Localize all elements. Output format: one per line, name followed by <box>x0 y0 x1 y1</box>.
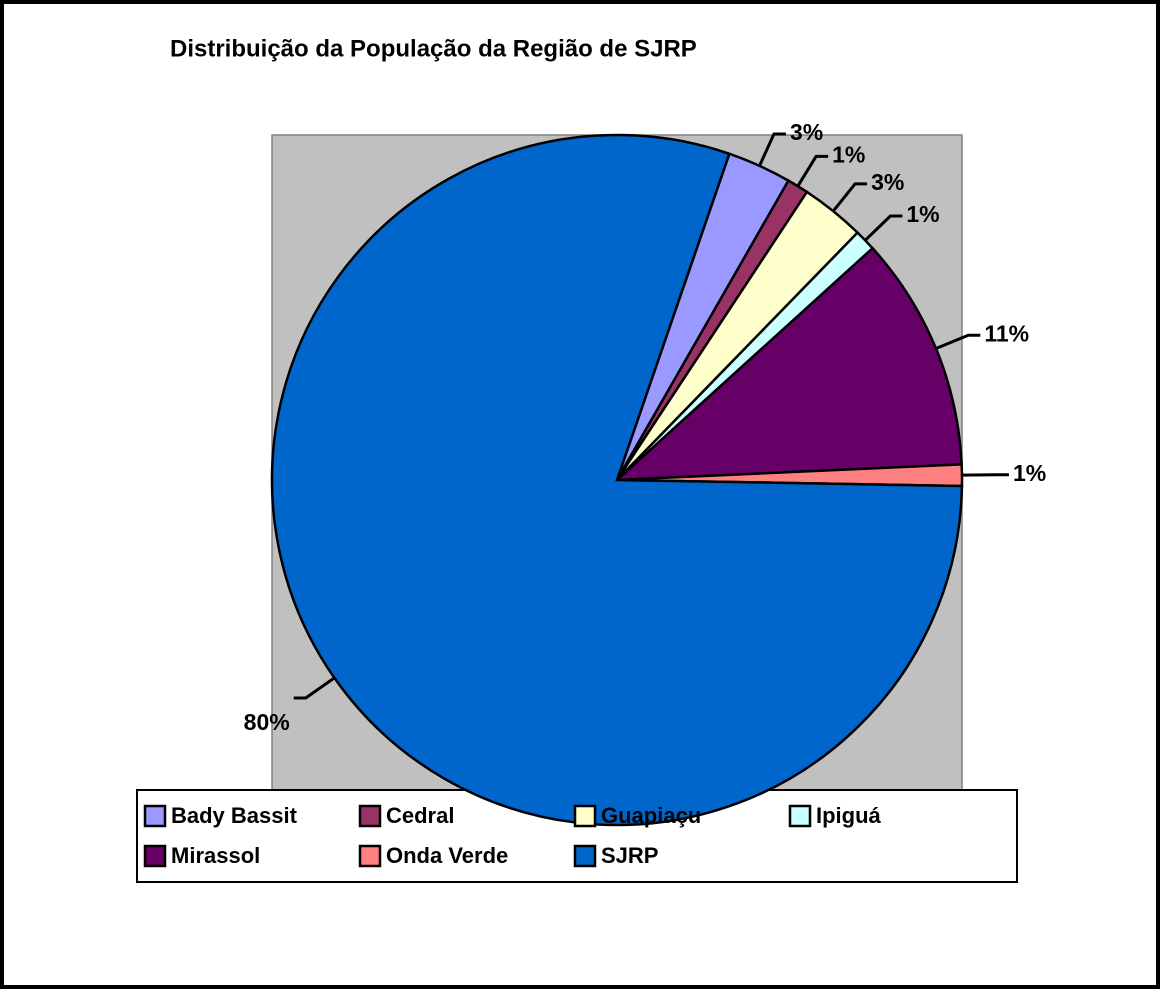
leader-line <box>796 154 829 187</box>
pie-slice <box>270 133 964 827</box>
legend-label: Onda Verde <box>386 843 508 868</box>
data-label: 1% <box>832 141 865 167</box>
legend-label: Guapiaçu <box>601 803 701 828</box>
legend-label: Mirassol <box>171 843 260 868</box>
leader-line <box>758 132 786 167</box>
legend-swatch <box>143 844 167 868</box>
legend-swatch <box>573 804 597 828</box>
legend-label: Bady Bassit <box>171 803 298 828</box>
legend-swatch <box>358 804 382 828</box>
data-label: 11% <box>984 320 1029 346</box>
legend-label: SJRP <box>601 843 658 868</box>
legend-swatch <box>573 844 597 868</box>
legend-label: Ipiguá <box>816 803 882 828</box>
leader-line <box>293 676 336 700</box>
legend-label: Cedral <box>386 803 454 828</box>
data-label: 3% <box>871 169 904 195</box>
data-label: 3% <box>790 119 823 145</box>
leader-line <box>864 214 903 242</box>
data-label: 80% <box>244 709 290 735</box>
data-label: 1% <box>1013 460 1046 486</box>
legend-swatch <box>788 804 812 828</box>
leader-line <box>832 182 868 213</box>
data-label: 1% <box>906 201 939 227</box>
chart-title: Distribuição da População da Região de S… <box>170 35 697 62</box>
legend-swatch <box>358 844 382 868</box>
legend-swatch <box>143 804 167 828</box>
leader-line <box>935 333 981 350</box>
